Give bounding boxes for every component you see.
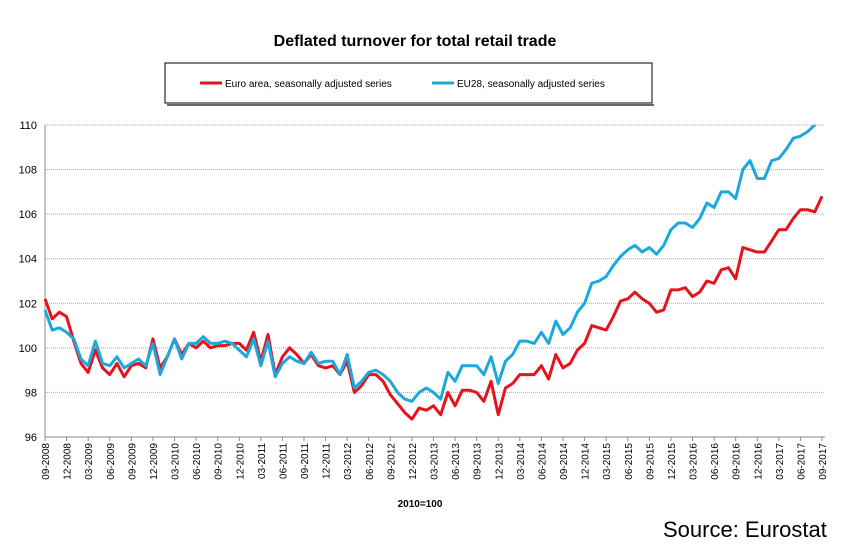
chart-title: Deflated turnover for total retail trade xyxy=(274,33,557,50)
x-tick-label: 09-2017 xyxy=(818,443,829,480)
series-line xyxy=(43,125,818,403)
x-tick-label: 12-2013 xyxy=(494,443,505,480)
x-tick-label: 09-2009 xyxy=(127,443,138,480)
x-tick-label: 09-2015 xyxy=(645,443,656,480)
x-tick-label: 12-2011 xyxy=(322,443,333,479)
y-tick-label: 108 xyxy=(19,165,37,177)
x-tick-label: 06-2017 xyxy=(796,443,807,480)
y-tick-label: 110 xyxy=(19,120,37,132)
legend-label: Euro area, seasonally adjusted series xyxy=(225,79,392,90)
y-tick-label: 104 xyxy=(19,254,37,266)
x-tick-label: 03-2017 xyxy=(775,443,786,480)
x-tick-label: 09-2008 xyxy=(41,443,52,480)
x-tick-label: 03-2011 xyxy=(257,443,268,479)
x-tick-label: 03-2016 xyxy=(689,443,700,480)
x-tick-label: 06-2011 xyxy=(278,443,289,479)
x-tick-label: 03-2012 xyxy=(343,443,354,480)
x-tick-label: 06-2014 xyxy=(537,443,548,480)
legend: Euro area, seasonally adjusted series EU2… xyxy=(200,79,605,90)
x-tick-label: 03-2015 xyxy=(602,443,613,480)
x-axis-label: 2010=100 xyxy=(398,499,443,510)
x-tick-label: 03-2013 xyxy=(430,443,441,480)
x-tick-label: 09-2013 xyxy=(473,443,484,480)
grid: 96 98 100 102 104 106 108 110 xyxy=(19,120,825,444)
legend-label: EU28, seasonally adjusted series xyxy=(457,79,605,90)
x-tick-label: 03-2014 xyxy=(516,443,527,480)
x-tick-label: 06-2012 xyxy=(365,443,376,480)
x-tick-label: 09-2011 xyxy=(300,443,311,479)
x-tick-label: 09-2010 xyxy=(214,443,225,480)
x-tick-label: 09-2016 xyxy=(732,443,743,480)
x-tick-label: 09-2012 xyxy=(386,443,397,480)
y-tick-label: 98 xyxy=(25,387,37,399)
x-tick-label: 06-2010 xyxy=(192,443,203,480)
y-tick-label: 106 xyxy=(19,209,37,221)
x-tick-label: 09-2014 xyxy=(559,443,570,480)
legend-box xyxy=(164,62,653,104)
x-tick-label: 06-2009 xyxy=(106,443,117,480)
x-tick-label: 12-2016 xyxy=(753,443,764,480)
y-tick-label: 100 xyxy=(19,343,37,355)
x-tick-label: 03-2009 xyxy=(84,443,95,480)
y-tick-label: 96 xyxy=(25,432,37,444)
x-tick-label: 12-2010 xyxy=(235,443,246,480)
x-axis: 09-2008 12-2008 03-2009 06-2009 09-2009 12-20… xyxy=(41,437,829,480)
legend-shadow xyxy=(167,104,654,106)
x-tick-label: 06-2015 xyxy=(624,443,635,480)
x-tick-label: 12-2008 xyxy=(63,443,74,480)
x-tick-label: 12-2015 xyxy=(667,443,678,480)
x-tick-label: 06-2016 xyxy=(710,443,721,480)
series-line xyxy=(43,195,824,421)
y-tick-label: 102 xyxy=(19,298,37,310)
source-note: Source: Eurostat xyxy=(663,517,827,542)
x-tick-label: 06-2013 xyxy=(451,443,462,480)
x-tick-label: 12-2014 xyxy=(581,443,592,480)
plot-area xyxy=(43,125,824,421)
x-tick-label: 12-2009 xyxy=(149,443,160,480)
x-tick-label: 03-2010 xyxy=(171,443,182,480)
x-tick-label: 12-2012 xyxy=(408,443,419,480)
